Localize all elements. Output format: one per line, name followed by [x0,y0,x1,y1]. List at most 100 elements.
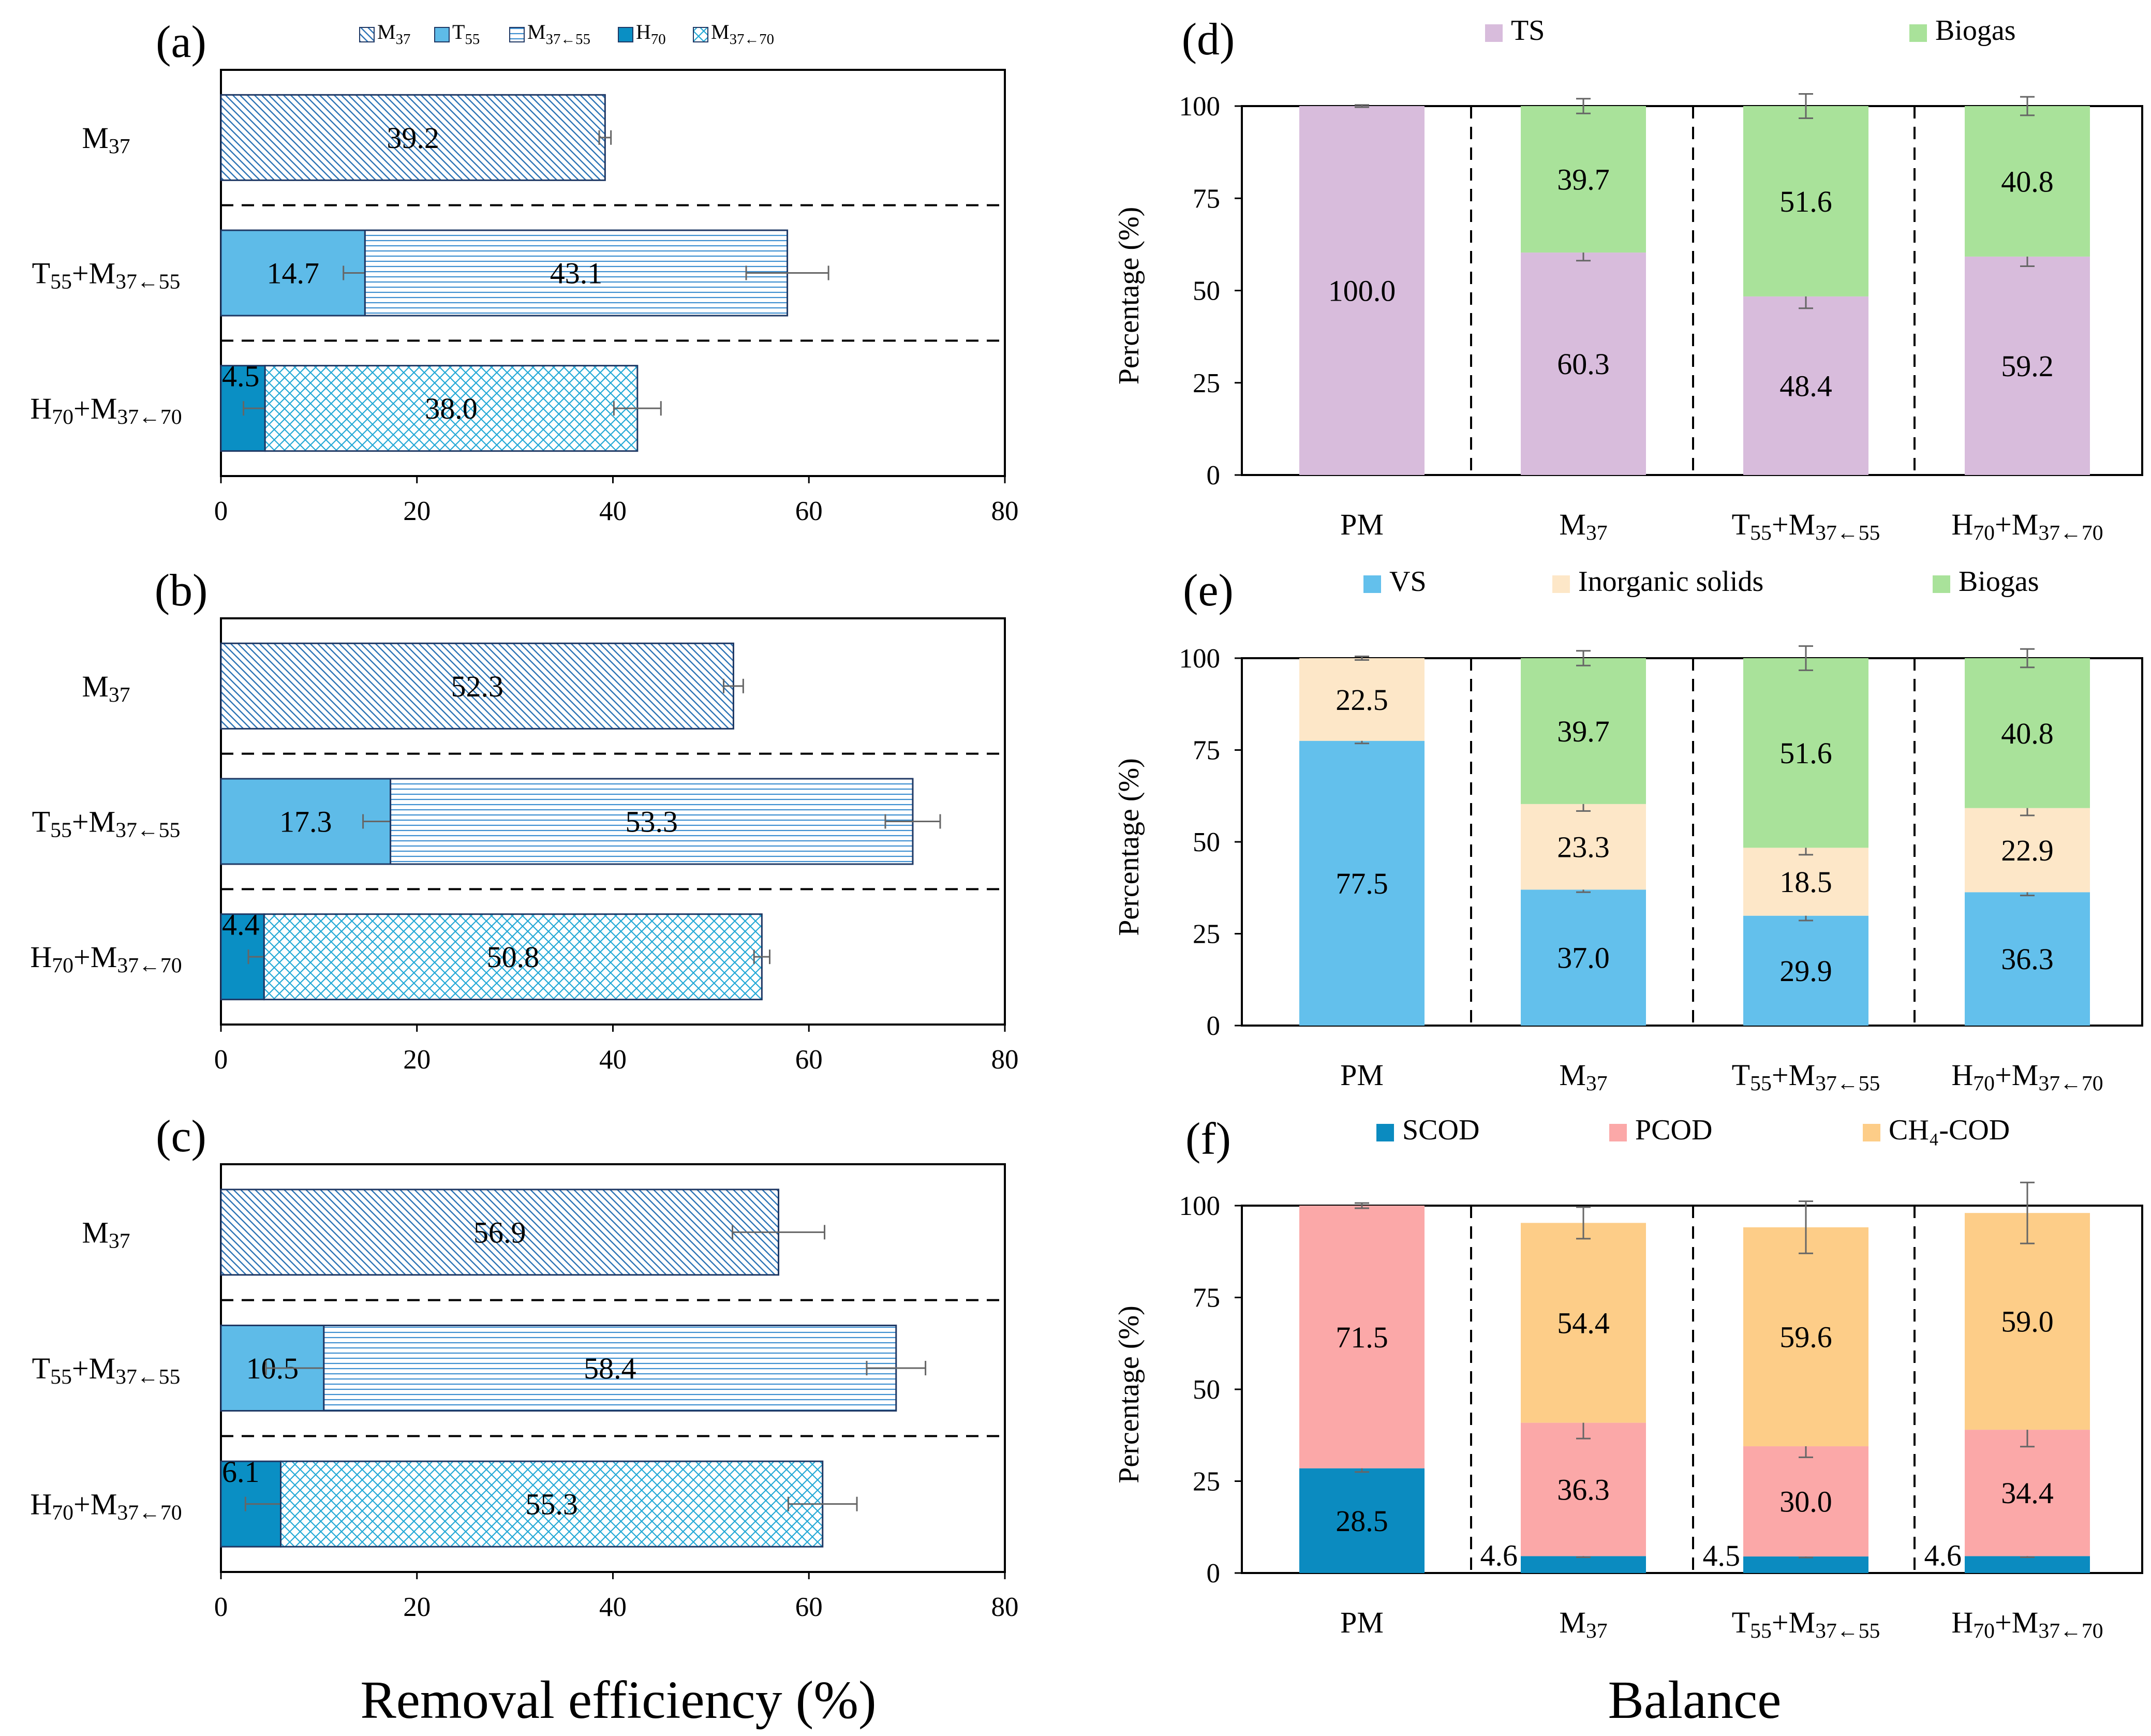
panel-letter: (c) [156,1111,206,1162]
x-tick-label: 60 [795,496,823,526]
bar-segment [364,229,789,317]
y-tick-label: 100 [1179,644,1221,674]
category-label: T55+M37←55 [1732,1058,1880,1095]
panel-f: (f) Percentage (%) 0 25 50 75 100 28.5 71.5 PM 4.6… [1113,1114,2143,1643]
data-label: 50.8 [487,940,540,974]
bar-segment [1299,1206,1425,1468]
data-label: 23.3 [1557,830,1610,864]
data-label: 14.7 [266,257,319,290]
y-tick-label: 0 [1207,1011,1221,1041]
bar-segment [1743,106,1868,296]
legend-label: PCOD [1635,1114,1712,1146]
data-label: 39.7 [1557,715,1610,748]
category-label: M37 [1559,508,1607,545]
legend-label: CH₄-COD [1889,1114,2010,1146]
bar-segment [220,642,734,730]
bar-segment [1521,253,1646,475]
bar-segment [1521,1223,1646,1423]
bar-segment [220,94,606,181]
data-label: 39.2 [387,121,439,155]
legend-swatch [359,27,375,42]
panel-a: (a) 0 20 40 60 80 M37 39.2 T55+M37←55 14.7 43.1 H70… [30,17,1018,526]
data-label: 59.0 [2001,1305,2054,1339]
data-label: 4.4 [222,908,260,942]
data-label: 22.9 [2001,834,2054,867]
bar-segment [1743,1446,1868,1557]
bar-segment [1743,296,1868,475]
data-label: 55.3 [525,1488,578,1521]
category-label: PM [1340,1606,1384,1639]
legend-label: M37←70 [711,20,774,48]
data-label: 36.3 [1557,1473,1610,1506]
data-label: 4.6 [1480,1538,1518,1572]
bar-segment [1965,658,2090,808]
category-label: M37 [1559,1606,1607,1643]
legend-label: M37←55 [527,20,590,48]
y-axis-label: Percentage (%) [1113,207,1145,385]
legend-swatch [1485,24,1503,42]
data-label: 51.6 [1779,736,1832,770]
category-label: H70+M37←70 [1951,1606,2103,1643]
data-label: 4.5 [222,360,260,393]
bar-segment [1299,740,1425,1026]
x-tick-label: 40 [599,1045,627,1075]
bar-segment [1521,1556,1646,1573]
x-tick-label: 80 [991,1592,1019,1622]
panel-letter: (e) [1183,566,1234,616]
data-label: 71.5 [1336,1320,1388,1354]
panel-letter: (d) [1182,14,1235,65]
data-label: 28.5 [1336,1504,1388,1538]
data-label: 60.3 [1557,347,1610,381]
data-label: 56.9 [473,1215,526,1249]
legend-swatch [1363,575,1381,593]
bar-segment [1743,848,1868,916]
data-label: 30.0 [1779,1485,1832,1519]
legend-label: Inorganic solids [1578,566,1763,598]
bar-segment [263,913,763,1001]
legend-swatch [1552,575,1570,593]
bar-segment [1965,256,2090,475]
category-label: M37 [82,121,130,158]
x-tick-label: 20 [403,496,431,526]
bar-segment [1965,1556,2090,1573]
panel-letter: (b) [155,566,208,616]
category-label: T55+M37←55 [32,805,181,842]
bar-segment [1521,804,1646,890]
category-label: H70+M37←70 [30,392,182,429]
category-label: M37 [82,1215,130,1253]
bar-segment [1743,1227,1868,1447]
y-tick-label: 75 [1193,736,1220,766]
data-label: 59.6 [1779,1320,1832,1354]
bar-segment [323,1325,897,1412]
panel-e: (e) Percentage (%) 0 25 50 75 100 77.5 22.5 PM 37.… [1113,566,2143,1095]
bar-segment [1521,106,1646,253]
legend-label: TS [1511,14,1545,47]
data-label: 4.5 [1703,1539,1741,1572]
bar-segment [1521,1422,1646,1556]
y-tick-label: 25 [1193,1467,1220,1497]
category-label: H70+M37←70 [30,940,182,977]
y-tick-label: 75 [1193,1283,1220,1313]
legend-swatch [1909,24,1927,42]
y-axis-label: Percentage (%) [1113,1305,1145,1483]
x-tick-label: 20 [403,1592,431,1622]
legend-label: M37 [377,20,410,48]
bar-segment [1743,1556,1868,1573]
category-label: PM [1340,1058,1384,1092]
x-tick-label: 80 [991,496,1019,526]
bar-segment [220,229,366,317]
y-tick-label: 100 [1179,1191,1221,1221]
data-label: 52.3 [451,670,503,703]
y-tick-label: 50 [1193,827,1220,857]
legend-swatch [434,27,450,42]
legend-swatch [1863,1124,1880,1141]
x-tick-label: 0 [214,1045,228,1075]
data-label: 18.5 [1779,865,1832,899]
x-tick-label: 60 [795,1045,823,1075]
legend-swatch [1609,1124,1627,1141]
y-tick-label: 0 [1207,1559,1221,1589]
data-label: 34.4 [2001,1476,2054,1510]
panel-b: (b) 0 20 40 60 80 M37 52.3 T55+M37←55 17.3 53.3 H70… [30,566,1018,1075]
